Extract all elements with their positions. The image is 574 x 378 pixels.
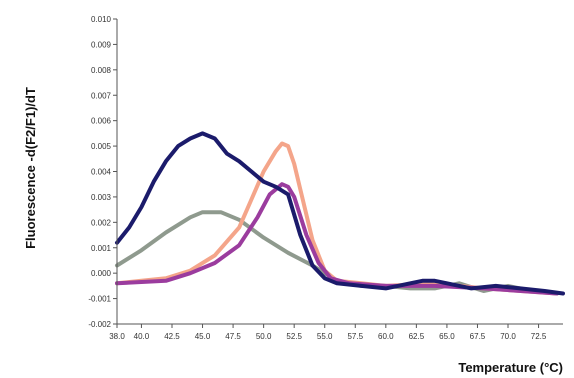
x-tick-label: 52.5 xyxy=(286,332,302,341)
axes-layer: -0.002 -0.001 0.000 0.001 0.002 0.003 0.004 0.0… xyxy=(88,15,563,341)
x-tick-label: 55.0 xyxy=(317,332,333,341)
y-tick-label: -0.001 xyxy=(88,295,111,304)
y-tick-label: 0.003 xyxy=(91,193,112,202)
series-layer xyxy=(115,131,565,296)
y-tick-label: 0.006 xyxy=(91,117,112,126)
y-tick-label: 0.005 xyxy=(91,142,112,151)
x-tick-label: 67.5 xyxy=(470,332,486,341)
x-tick-label: 42.5 xyxy=(164,332,180,341)
x-tick-label: 45.0 xyxy=(195,332,211,341)
y-tick-label: 0.002 xyxy=(91,218,112,227)
x-tick-label: 40.0 xyxy=(134,332,150,341)
y-tick-label: 0.001 xyxy=(91,244,112,253)
x-tick-label: 47.5 xyxy=(225,332,241,341)
x-tick-label: 65.0 xyxy=(439,332,455,341)
x-axis-title: Temperature (°C) xyxy=(458,360,563,375)
y-tick-label: -0.002 xyxy=(88,320,111,329)
x-tick-label: 72.5 xyxy=(531,332,547,341)
y-tick-label: 0.000 xyxy=(91,269,112,278)
y-tick-label: 0.008 xyxy=(91,66,112,75)
y-tick-label: 0.009 xyxy=(91,40,112,49)
x-tick-label: 70.0 xyxy=(500,332,516,341)
x-tick-label: 38.0 xyxy=(109,332,125,341)
x-tick-label: 57.5 xyxy=(347,332,363,341)
series-line-4 xyxy=(115,131,565,296)
x-tick-label: 50.0 xyxy=(256,332,272,341)
y-tick-label: 0.004 xyxy=(91,168,112,177)
y-tick-label: 0.007 xyxy=(91,91,112,100)
x-tick-label: 60.0 xyxy=(378,332,394,341)
series-line-3 xyxy=(115,182,559,296)
y-tick-label: 0.010 xyxy=(91,15,112,24)
series-line-2 xyxy=(115,141,559,296)
x-tick-label: 62.5 xyxy=(409,332,425,341)
y-axis-title: Fluorescence -d(F2/F1)/dT xyxy=(23,87,38,249)
